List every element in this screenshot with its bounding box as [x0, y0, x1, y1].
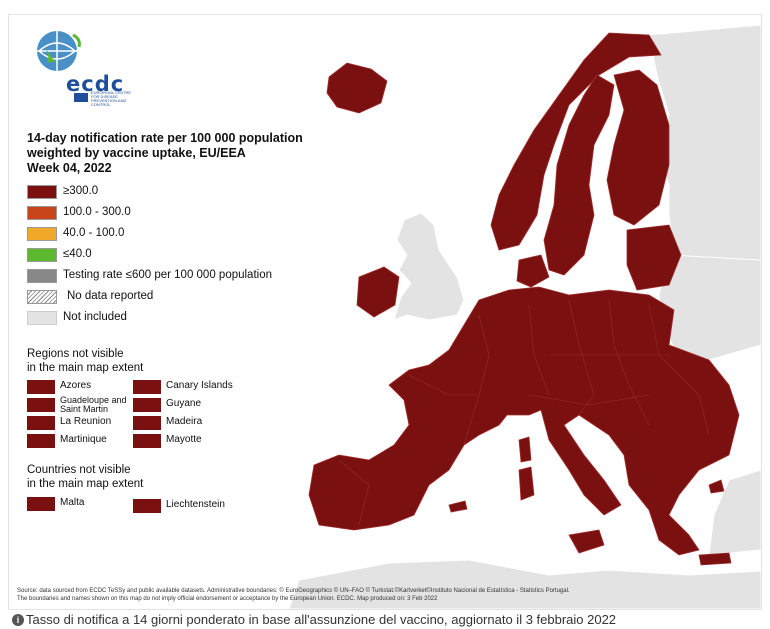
region-label: Martinique: [60, 434, 107, 445]
legend-label: ≥300.0: [63, 185, 99, 197]
regions-title-line: Regions not visible: [27, 348, 124, 360]
ecdc-logo: ecdc EUROPEAN CENTRE FOR DISEASE PREVENT…: [29, 25, 131, 107]
europe-map: [288, 24, 761, 609]
region-swatch: [27, 416, 55, 430]
regions-title: Regions not visible in the main map exte…: [27, 347, 143, 375]
country-swatch: [133, 499, 161, 513]
title-line-2: weighted by vaccine uptake, EU/EEA: [27, 146, 246, 160]
legend-label: 100.0 - 300.0: [63, 206, 131, 218]
legend-swatch: [27, 206, 57, 220]
title-line-3: Week 04, 2022: [27, 161, 112, 175]
sicily-shape: [568, 529, 605, 554]
baltics-shape: [626, 224, 682, 291]
turkey-shape: [708, 469, 761, 556]
denmark-shape: [516, 254, 550, 288]
legend-label: Testing rate ≤600 per 100 000 population: [63, 269, 272, 281]
north-africa-shape: [288, 559, 761, 609]
legend-swatch: [27, 227, 57, 241]
eu-eea-areas: [308, 32, 740, 566]
region-swatch: [133, 434, 161, 448]
uk-shape: [393, 212, 465, 321]
image-caption: i Tasso di notifica a 14 giorni ponderato…: [12, 612, 616, 627]
region-label: Azores: [60, 380, 92, 391]
iceland-shape: [326, 62, 388, 114]
logo-subtitle: EUROPEAN CENTRE FOR DISEASE PREVENTION A…: [91, 90, 132, 107]
finland-shape: [606, 69, 670, 226]
region-label: Guyane: [166, 398, 202, 409]
country-swatch: [27, 497, 55, 511]
country-label: Malta: [60, 497, 85, 508]
footnote-line: The boundaries and names shown on this m…: [17, 596, 438, 602]
region-swatch: [133, 380, 161, 394]
map-frame: ecdc EUROPEAN CENTRE FOR DISEASE PREVENT…: [8, 14, 762, 610]
globe-icon: [37, 31, 81, 71]
legend-swatch: [27, 290, 57, 304]
footnote-line: Source: data sourced from ECDC TeSSy and…: [17, 588, 570, 594]
norway-shape: [490, 32, 662, 251]
map-footnote: Source: data sourced from ECDC TeSSy and…: [17, 587, 757, 603]
sweden-shape: [543, 74, 615, 276]
region-swatch: [27, 380, 55, 394]
eu-flag-icon: [74, 93, 88, 102]
title-line-1: 14-day notification rate per 100 000 pop…: [27, 131, 303, 145]
logo-text: ecdc: [66, 72, 125, 96]
info-icon: i: [12, 614, 24, 626]
countries-title-line: in the main map extent: [27, 478, 144, 490]
country-label: Liechtenstein: [166, 499, 225, 510]
crete-shape: [698, 552, 732, 566]
sardinia-shape: [518, 466, 535, 501]
region-label: Mayotte: [166, 434, 202, 445]
region-swatch: [27, 398, 55, 412]
legend-label: 40.0 - 100.0: [63, 227, 125, 239]
countries-title-line: Countries not visible: [27, 464, 131, 476]
continental-europe-shape: [308, 286, 740, 556]
legend-swatch: [27, 185, 57, 199]
map-title: 14-day notification rate per 100 000 pop…: [27, 131, 327, 176]
corsica-shape: [518, 436, 532, 463]
countries-title: Countries not visible in the main map ex…: [27, 463, 143, 491]
legend-swatch: [27, 248, 57, 262]
region-label: Guadeloupe and Saint Martin: [60, 395, 127, 414]
region-label: Canary Islands: [166, 380, 233, 391]
internal-borders: [338, 299, 710, 526]
legend-swatch: [27, 311, 57, 325]
legend-label: ≤40.0: [63, 248, 92, 260]
region-label: La Reunion: [60, 416, 112, 427]
legend-label: Not included: [63, 311, 127, 323]
caption-text: Tasso di notifica a 14 giorni ponderato …: [26, 612, 617, 627]
cyprus-shape: [708, 479, 725, 494]
balearic-shape: [448, 500, 468, 513]
region-swatch: [27, 434, 55, 448]
regions-title-line: in the main map extent: [27, 362, 144, 374]
region-swatch: [133, 398, 161, 412]
legend-swatch: [27, 269, 57, 283]
ireland-shape: [356, 266, 400, 318]
region-label: Madeira: [166, 416, 203, 427]
legend-label: No data reported: [67, 290, 154, 302]
region-swatch: [133, 416, 161, 430]
